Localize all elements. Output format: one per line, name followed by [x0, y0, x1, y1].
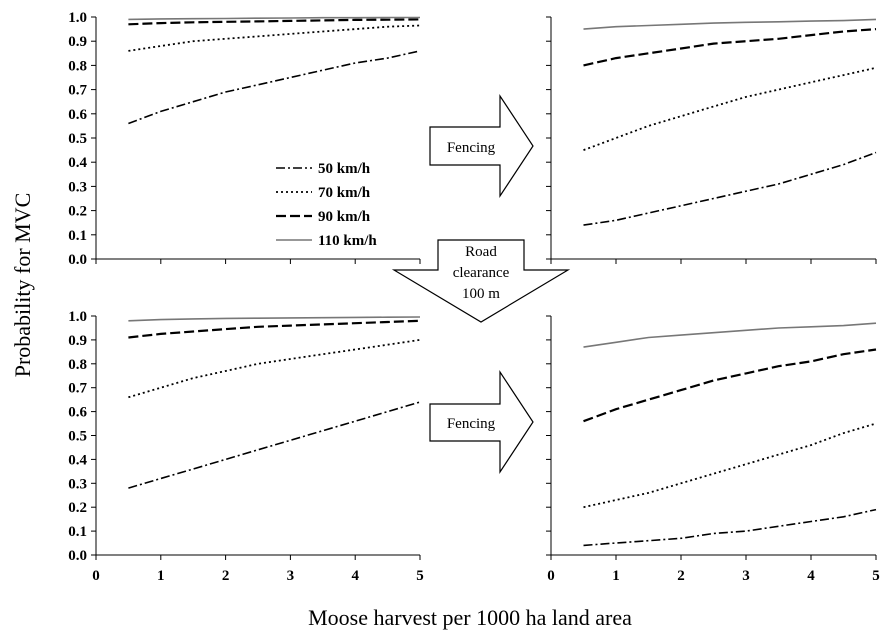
series-line-90-km-h: [583, 28, 877, 67]
panel-bottom-left: 0.0 0.1 0.2 0.3 0.4 0.5 0.6 0.7 0.8 0.9 1.0 0 1 2 3 4 5: [68, 309, 424, 584]
y-tick-label: 0.6: [68, 107, 87, 123]
y-tick-label: 0.2: [68, 500, 87, 516]
x-tick-label: 1: [612, 568, 620, 584]
y-tick-label: 0.9: [68, 333, 87, 349]
x-tick-label: 3: [742, 568, 750, 584]
series-line-110-km-h: [128, 316, 421, 322]
legend: 50 km/h 70 km/h 90 km/h 110 km/h: [276, 161, 377, 249]
y-tick-label: 0.7: [68, 381, 87, 397]
y-tick-label: 0.1: [68, 524, 87, 540]
series-line-70-km-h: [128, 24, 421, 52]
y-tick-label: 0.0: [68, 252, 87, 268]
series-line-50-km-h: [128, 401, 421, 489]
fencing-arrow-bottom: Fencing: [429, 370, 534, 474]
series-line-110-km-h: [583, 18, 877, 30]
y-tick-label: 0.3: [68, 476, 87, 492]
y-tick-label: 0.9: [68, 34, 87, 50]
y-tick-label: 0.5: [68, 131, 87, 147]
x-tick-label: 2: [222, 568, 230, 584]
panel-top-right: [546, 16, 877, 264]
series-line-70-km-h: [583, 422, 877, 509]
series-line-50-km-h: [128, 50, 421, 125]
road-clearance-label-line-1: Road: [465, 244, 497, 260]
x-tick-label: 1: [157, 568, 165, 584]
y-axis-title: Probability for MVC: [10, 193, 35, 378]
y-tick-label: 0.5: [68, 429, 87, 445]
series-line-70-km-h: [128, 339, 421, 399]
y-tick-label: 0.7: [68, 83, 87, 99]
series-line-50-km-h: [583, 151, 877, 226]
x-tick-label: 3: [287, 568, 295, 584]
road-clearance-label-line-2: clearance: [453, 265, 510, 281]
series-line-70-km-h: [583, 66, 877, 151]
x-tick-label: 2: [677, 568, 685, 584]
x-tick-label: 4: [351, 568, 359, 584]
series-line-90-km-h: [583, 348, 877, 423]
x-tick-label: 5: [416, 568, 424, 584]
x-tick-label: 4: [807, 568, 815, 584]
fencing-arrow-bottom-label: Fencing: [447, 416, 496, 432]
y-tick-label: 0.3: [68, 179, 87, 195]
series-line-110-km-h: [128, 16, 420, 21]
x-tick-label: 0: [92, 568, 100, 584]
chart-panels: 0.00.10.20.30.40.50.60.70.80.91.00.00.10…: [68, 10, 880, 584]
legend-label: 110 km/h: [318, 233, 377, 249]
legend-label: 50 km/h: [318, 161, 371, 177]
series-line-90-km-h: [128, 18, 421, 26]
fencing-arrow-top-label: Fencing: [447, 140, 496, 156]
series-line-90-km-h: [128, 319, 421, 339]
y-tick-label: 0.0: [68, 548, 87, 564]
x-axis-title: Moose harvest per 1000 ha land area: [308, 605, 632, 630]
y-tick-label: 0.8: [68, 58, 87, 74]
legend-label: 70 km/h: [318, 185, 371, 201]
y-tick-label: 0.4: [68, 452, 87, 468]
y-tick-label: 0.6: [68, 405, 87, 421]
x-tick-label: 0: [547, 568, 555, 584]
road-clearance-label-line-3: 100 m: [462, 286, 500, 302]
fencing-arrow-top: Fencing: [429, 94, 534, 198]
series-line-50-km-h: [583, 508, 877, 547]
y-tick-label: 1.0: [68, 10, 87, 26]
road-clearance-arrow: Road clearance 100 m: [391, 239, 571, 323]
y-tick-label: 0.1: [68, 228, 87, 244]
x-tick-label: 5: [872, 568, 880, 584]
legend-label: 90 km/h: [318, 209, 371, 225]
panel-bottom-right: 0 1 2 3 4 5: [546, 315, 880, 584]
panel-top-left: 0.0 0.1 0.2 0.3 0.4 0.5 0.6 0.7 0.8 0.9 1.0: [68, 10, 421, 268]
y-tick-label: 0.2: [68, 204, 87, 220]
series-line-110-km-h: [583, 322, 877, 348]
y-tick-label: 1.0: [68, 309, 87, 325]
y-tick-label: 0.8: [68, 357, 87, 373]
y-tick-label: 0.4: [68, 155, 87, 171]
